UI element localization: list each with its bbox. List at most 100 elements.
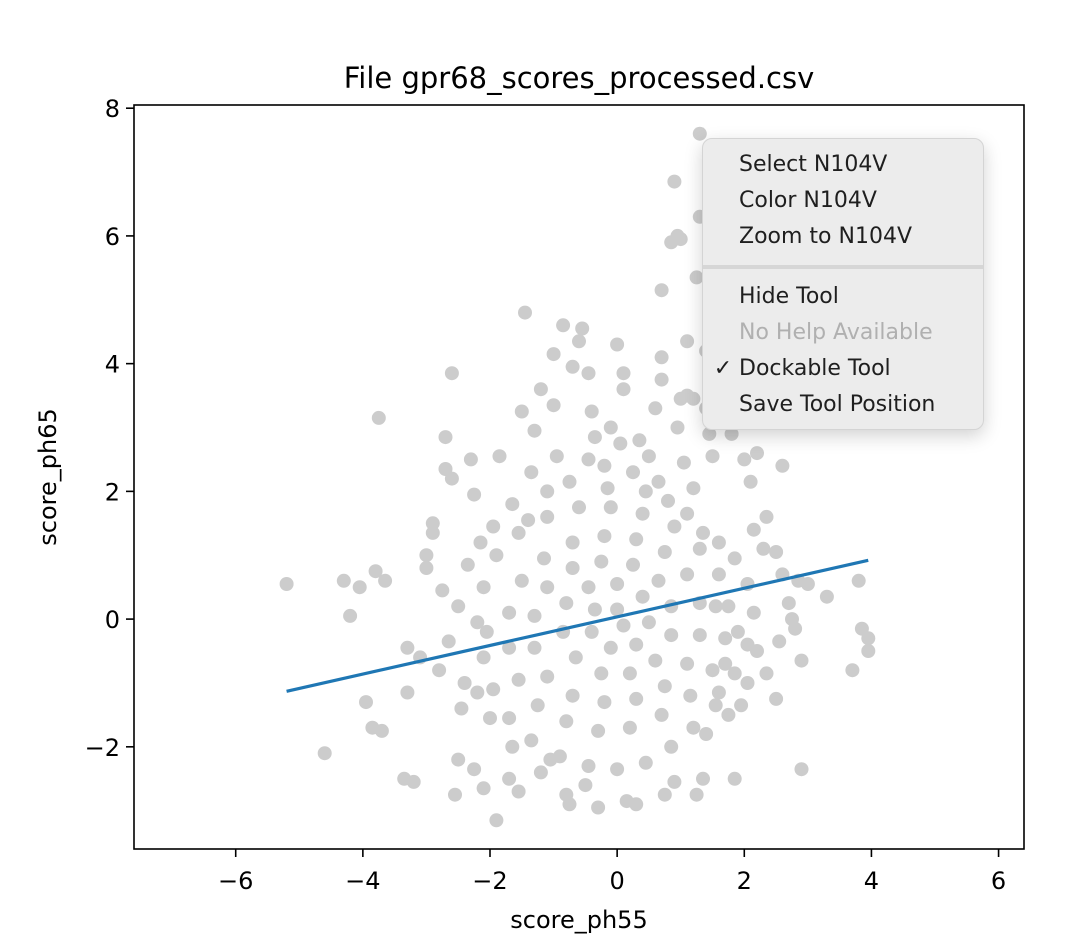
data-point [552,749,567,764]
data-point [359,695,373,710]
data-point [540,669,555,684]
data-point [610,577,625,591]
data-point [587,430,602,445]
y-tick-label: 8 [105,95,120,123]
data-point [556,318,571,333]
menu-item-color[interactable]: Color N104V [703,183,983,219]
menu-item-zoom[interactable]: Zoom to N104V [703,219,983,255]
data-point [845,663,860,678]
data-point [505,739,520,754]
data-point [460,557,475,572]
chart-title: File gpr68_scores_processed.csv [344,61,815,95]
data-point [746,522,761,537]
menu-item-select[interactable]: Select N104V [703,147,983,183]
context-menu: Select N104V Color N104V Zoom to N104V H… [702,138,984,430]
data-point [727,771,742,786]
data-point [540,580,555,595]
data-point [641,615,656,630]
data-point [603,500,618,515]
data-point [406,774,421,789]
data-point [486,519,501,534]
data-point [597,695,612,710]
data-point [622,666,637,681]
data-point [692,126,707,141]
data-point [708,698,723,713]
data-point [705,663,720,678]
data-point [546,347,561,362]
data-point [788,621,803,636]
x-tick-label: −4 [345,867,380,895]
data-point [654,350,669,365]
data-point [686,720,701,735]
data-point [524,733,539,748]
data-point [692,628,707,643]
data-point [514,404,529,419]
data-point [581,452,596,467]
x-tick-label: 4 [864,867,879,895]
y-tick-label: 6 [105,223,120,251]
menu-item-label: Save Tool Position [739,392,936,417]
data-point [667,519,682,534]
data-point [371,410,386,425]
data-point [540,484,555,499]
data-point [740,637,755,652]
data-point [727,551,742,566]
data-point [686,481,701,496]
data-point [581,580,596,595]
data-point [518,305,532,320]
y-tick-label: −2 [85,734,120,762]
data-point [572,500,586,515]
data-point [530,698,545,713]
data-point [734,698,749,713]
data-point [521,513,536,528]
data-point [769,691,784,706]
menu-item-label: No Help Available [739,320,933,345]
data-point [457,676,472,690]
data-point [629,797,644,812]
data-point [527,423,542,438]
data-point [622,720,637,735]
menu-item-save-tool-position[interactable]: Save Tool Position [703,387,983,423]
data-point [613,436,628,451]
data-point [629,691,644,706]
data-point [584,624,599,639]
data-point [451,599,466,614]
data-point [473,535,488,550]
data-point [657,787,672,802]
checkmark-icon: ✓ [713,356,733,381]
data-point [629,532,644,547]
data-point [781,596,796,611]
data-point [600,481,615,496]
data-point [689,787,704,802]
data-point [502,605,517,620]
data-point [629,637,644,652]
data-point [343,608,358,623]
data-point [610,762,625,777]
data-point [483,711,497,726]
data-point [562,474,577,489]
data-point [708,599,723,614]
data-point [676,455,691,470]
data-point [711,567,726,582]
data-point [730,624,745,639]
x-tick-label: 0 [610,867,625,895]
data-point [419,561,434,575]
data-point [746,605,761,620]
data-point [594,554,609,569]
data-point [279,577,294,591]
data-point [524,465,539,480]
data-point [502,640,517,655]
data-point [654,283,669,298]
data-point [759,509,774,524]
data-point [584,404,599,419]
data-point [794,653,809,668]
menu-item-hide-tool[interactable]: Hide Tool [703,279,983,315]
data-point [680,506,695,521]
menu-item-label: Dockable Tool [739,356,891,381]
data-point [537,551,551,566]
menu-item-dockable-tool[interactable]: ✓ Dockable Tool [703,351,983,387]
data-point [594,666,609,681]
data-point [565,535,580,550]
data-point [861,644,876,658]
data-point [654,372,669,387]
